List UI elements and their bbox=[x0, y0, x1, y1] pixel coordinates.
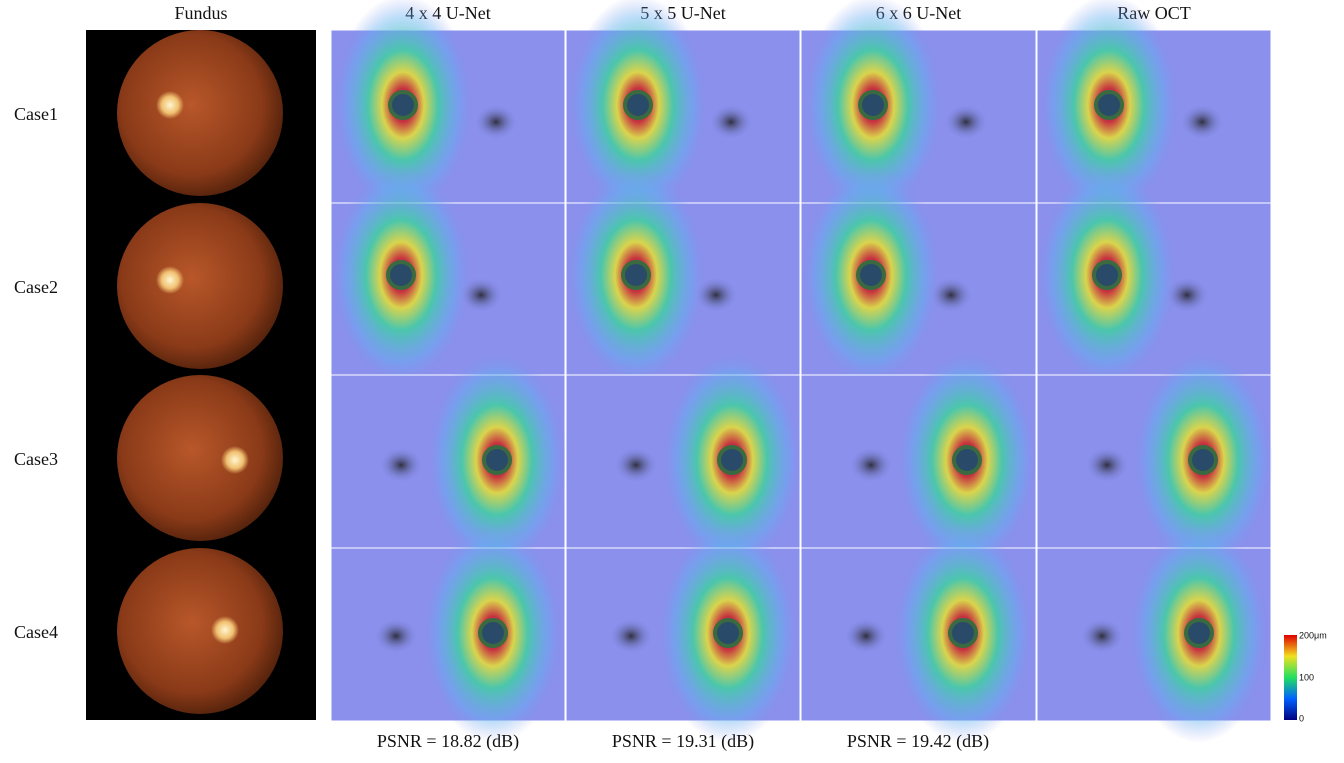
optic-disc bbox=[858, 90, 888, 120]
optic-disc bbox=[1188, 445, 1218, 475]
fovea bbox=[944, 104, 988, 140]
fovea bbox=[1080, 618, 1124, 654]
fovea bbox=[849, 447, 893, 483]
optic-disc bbox=[156, 266, 184, 294]
row-label: Case4 bbox=[14, 622, 58, 642]
row-label: Case2 bbox=[14, 277, 58, 297]
fovea bbox=[1085, 447, 1129, 483]
fundus-image bbox=[117, 375, 283, 541]
optic-disc bbox=[952, 445, 982, 475]
colorbar-label: 0 bbox=[1299, 713, 1304, 723]
optic-disc bbox=[1184, 618, 1214, 648]
optic-disc bbox=[1092, 260, 1122, 290]
psnr-label: PSNR = 19.31 (dB) bbox=[612, 731, 754, 752]
optic-disc bbox=[156, 91, 184, 119]
optic-disc bbox=[623, 90, 653, 120]
optic-disc bbox=[621, 260, 651, 290]
fovea bbox=[709, 104, 753, 140]
psnr-label: PSNR = 19.42 (dB) bbox=[847, 731, 989, 752]
psnr-label: PSNR = 18.82 (dB) bbox=[377, 731, 519, 752]
fundus-image bbox=[117, 30, 283, 196]
fundus-image bbox=[117, 548, 283, 714]
optic-disc bbox=[948, 618, 978, 648]
fovea bbox=[614, 447, 658, 483]
fovea bbox=[474, 104, 518, 140]
optic-disc bbox=[478, 618, 508, 648]
optic-disc bbox=[717, 445, 747, 475]
optic-disc bbox=[388, 90, 418, 120]
optic-disc bbox=[1094, 90, 1124, 120]
fovea bbox=[609, 618, 653, 654]
column-header: Fundus bbox=[174, 3, 227, 23]
fundus-image bbox=[117, 203, 283, 369]
optic-disc bbox=[386, 260, 416, 290]
optic-disc bbox=[713, 618, 743, 648]
fovea bbox=[1180, 104, 1224, 140]
optic-disc bbox=[856, 260, 886, 290]
colorbar bbox=[1284, 635, 1297, 720]
optic-disc bbox=[221, 446, 249, 474]
colorbar-label: 200μm bbox=[1299, 630, 1327, 640]
row-label: Case3 bbox=[14, 449, 58, 469]
fovea bbox=[374, 618, 418, 654]
optic-disc bbox=[211, 616, 239, 644]
optic-disc bbox=[482, 445, 512, 475]
fovea bbox=[379, 447, 423, 483]
fovea bbox=[844, 618, 888, 654]
colorbar-label: 100 bbox=[1299, 672, 1314, 682]
row-label: Case1 bbox=[14, 104, 58, 124]
